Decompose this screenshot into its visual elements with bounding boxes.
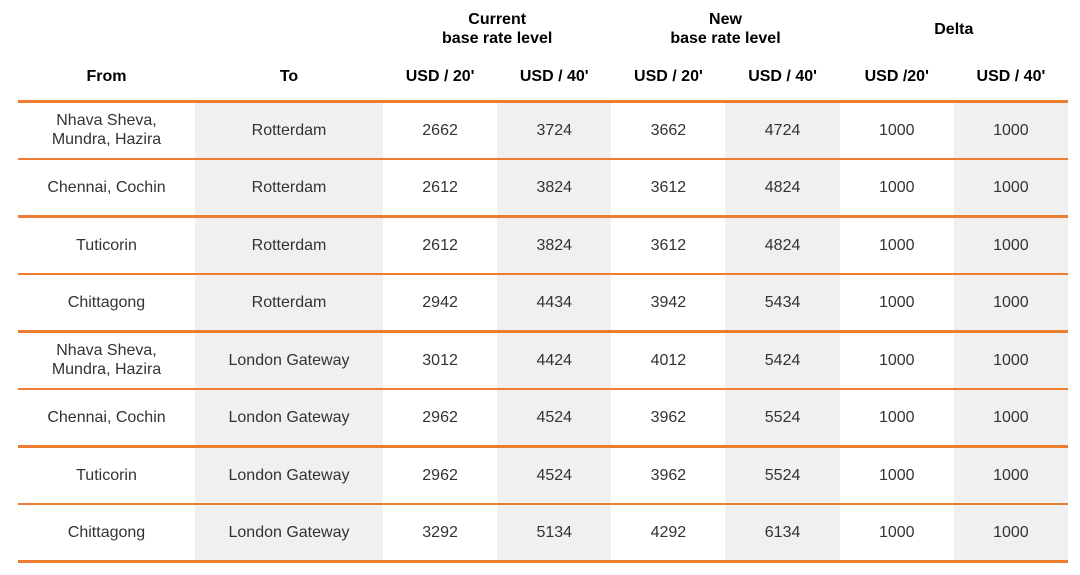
group-header-current: Current base rate level [383, 4, 611, 54]
cell-delta-40: 1000 [953, 217, 1068, 273]
group-header-delta: Delta [840, 4, 1068, 54]
cell-current-20: 3292 [422, 524, 458, 541]
cell-delta-40: 1000 [953, 447, 1068, 503]
cell-current-40: 4424 [497, 332, 612, 388]
col-header-delta-20: USD /20' [864, 68, 929, 85]
cell-current-40: 5134 [497, 505, 612, 560]
cell-delta-20: 1000 [878, 351, 915, 369]
cell-new-20: 3662 [650, 121, 687, 139]
cell-new-20: 3942 [650, 294, 687, 311]
cell-current-40: 4524 [497, 447, 612, 503]
cell-to: Rotterdam [195, 275, 383, 330]
cell-delta-20: 1000 [878, 236, 915, 254]
cell-new-40: 4724 [725, 102, 840, 158]
cell-new-40: 4824 [725, 160, 840, 215]
cell-to: London Gateway [195, 447, 383, 503]
cell-to: London Gateway [195, 505, 383, 560]
cell-delta-40: 1000 [953, 505, 1068, 560]
cell-new-40: 5524 [725, 390, 840, 445]
col-header-delta-40: USD / 40' [976, 68, 1046, 85]
row-divider [18, 215, 1068, 218]
group-header-new: New base rate level [611, 4, 839, 54]
cell-from: Nhava Sheva, Mundra, Hazira [51, 112, 162, 148]
cell-from: Chennai, Cochin [47, 179, 166, 196]
cell-current-20: 3012 [422, 351, 458, 369]
group-header-current-line1: Current [468, 11, 527, 28]
cell-new-20: 4012 [650, 351, 687, 369]
group-header-new-line1: New [709, 11, 742, 28]
group-header-new-line2: base rate level [670, 30, 781, 47]
cell-delta-20: 1000 [878, 121, 915, 139]
row-divider [18, 387, 1068, 390]
cell-delta-20: 1000 [878, 466, 915, 484]
cell-current-20: 2942 [422, 294, 458, 311]
cell-delta-20: 1000 [878, 409, 915, 426]
cell-from: Chennai, Cochin [47, 409, 166, 426]
cell-to: London Gateway [195, 390, 383, 445]
cell-new-20: 3962 [650, 409, 687, 426]
cell-to: Rotterdam [195, 102, 383, 158]
col-header-new-40: USD / 40' [748, 68, 817, 85]
cell-current-40: 3824 [497, 160, 612, 215]
row-divider [18, 157, 1068, 160]
cell-delta-40: 1000 [953, 390, 1068, 445]
cell-new-20: 3962 [650, 466, 687, 484]
table-bottom-divider [18, 560, 1068, 563]
cell-from: Tuticorin [76, 466, 137, 484]
cell-to: London Gateway [195, 332, 383, 388]
cell-delta-20: 1000 [878, 179, 915, 196]
cell-from: Chittagong [67, 524, 146, 541]
row-divider [18, 445, 1068, 448]
cell-to: Rotterdam [195, 160, 383, 215]
cell-new-40: 5524 [725, 447, 840, 503]
rate-table: Current base rate level New base rate le… [18, 4, 1068, 563]
group-header-spacer [18, 4, 383, 54]
cell-delta-20: 1000 [878, 524, 915, 541]
cell-current-20: 2962 [422, 466, 458, 484]
cell-current-20: 2962 [422, 409, 458, 426]
col-header-to: To [279, 68, 299, 85]
cell-delta-40: 1000 [953, 160, 1068, 215]
cell-delta-40: 1000 [953, 102, 1068, 158]
cell-to: Rotterdam [195, 217, 383, 273]
cell-from: Chittagong [67, 294, 146, 311]
cell-current-20: 2612 [422, 179, 458, 196]
col-header-current-20: USD / 20' [405, 68, 475, 85]
cell-new-20: 3612 [650, 179, 687, 196]
cell-delta-40: 1000 [953, 332, 1068, 388]
row-divider [18, 272, 1068, 275]
row-divider [18, 100, 1068, 103]
group-header-delta-label: Delta [934, 20, 974, 38]
cell-new-40: 6134 [725, 505, 840, 560]
group-header-current-line2: base rate level [442, 30, 553, 47]
col-header-from: From [86, 68, 127, 85]
cell-new-20: 4292 [650, 524, 687, 541]
row-divider [18, 330, 1068, 333]
cell-delta-20: 1000 [878, 294, 915, 311]
cell-current-40: 4524 [497, 390, 612, 445]
cell-current-20: 2612 [422, 236, 458, 254]
cell-from: Nhava Sheva, Mundra, Hazira [51, 342, 162, 378]
cell-new-40: 5424 [725, 332, 840, 388]
cell-current-40: 3724 [497, 102, 612, 158]
cell-new-40: 4824 [725, 217, 840, 273]
cell-current-20: 2662 [422, 121, 458, 139]
col-header-current-40: USD / 40' [519, 68, 589, 85]
cell-from: Tuticorin [76, 236, 137, 254]
row-divider [18, 502, 1068, 505]
cell-delta-40: 1000 [953, 275, 1068, 330]
col-header-new-20: USD / 20' [634, 68, 703, 85]
cell-new-40: 5434 [725, 275, 840, 330]
cell-current-40: 4434 [497, 275, 612, 330]
cell-new-20: 3612 [650, 236, 687, 254]
cell-current-40: 3824 [497, 217, 612, 273]
